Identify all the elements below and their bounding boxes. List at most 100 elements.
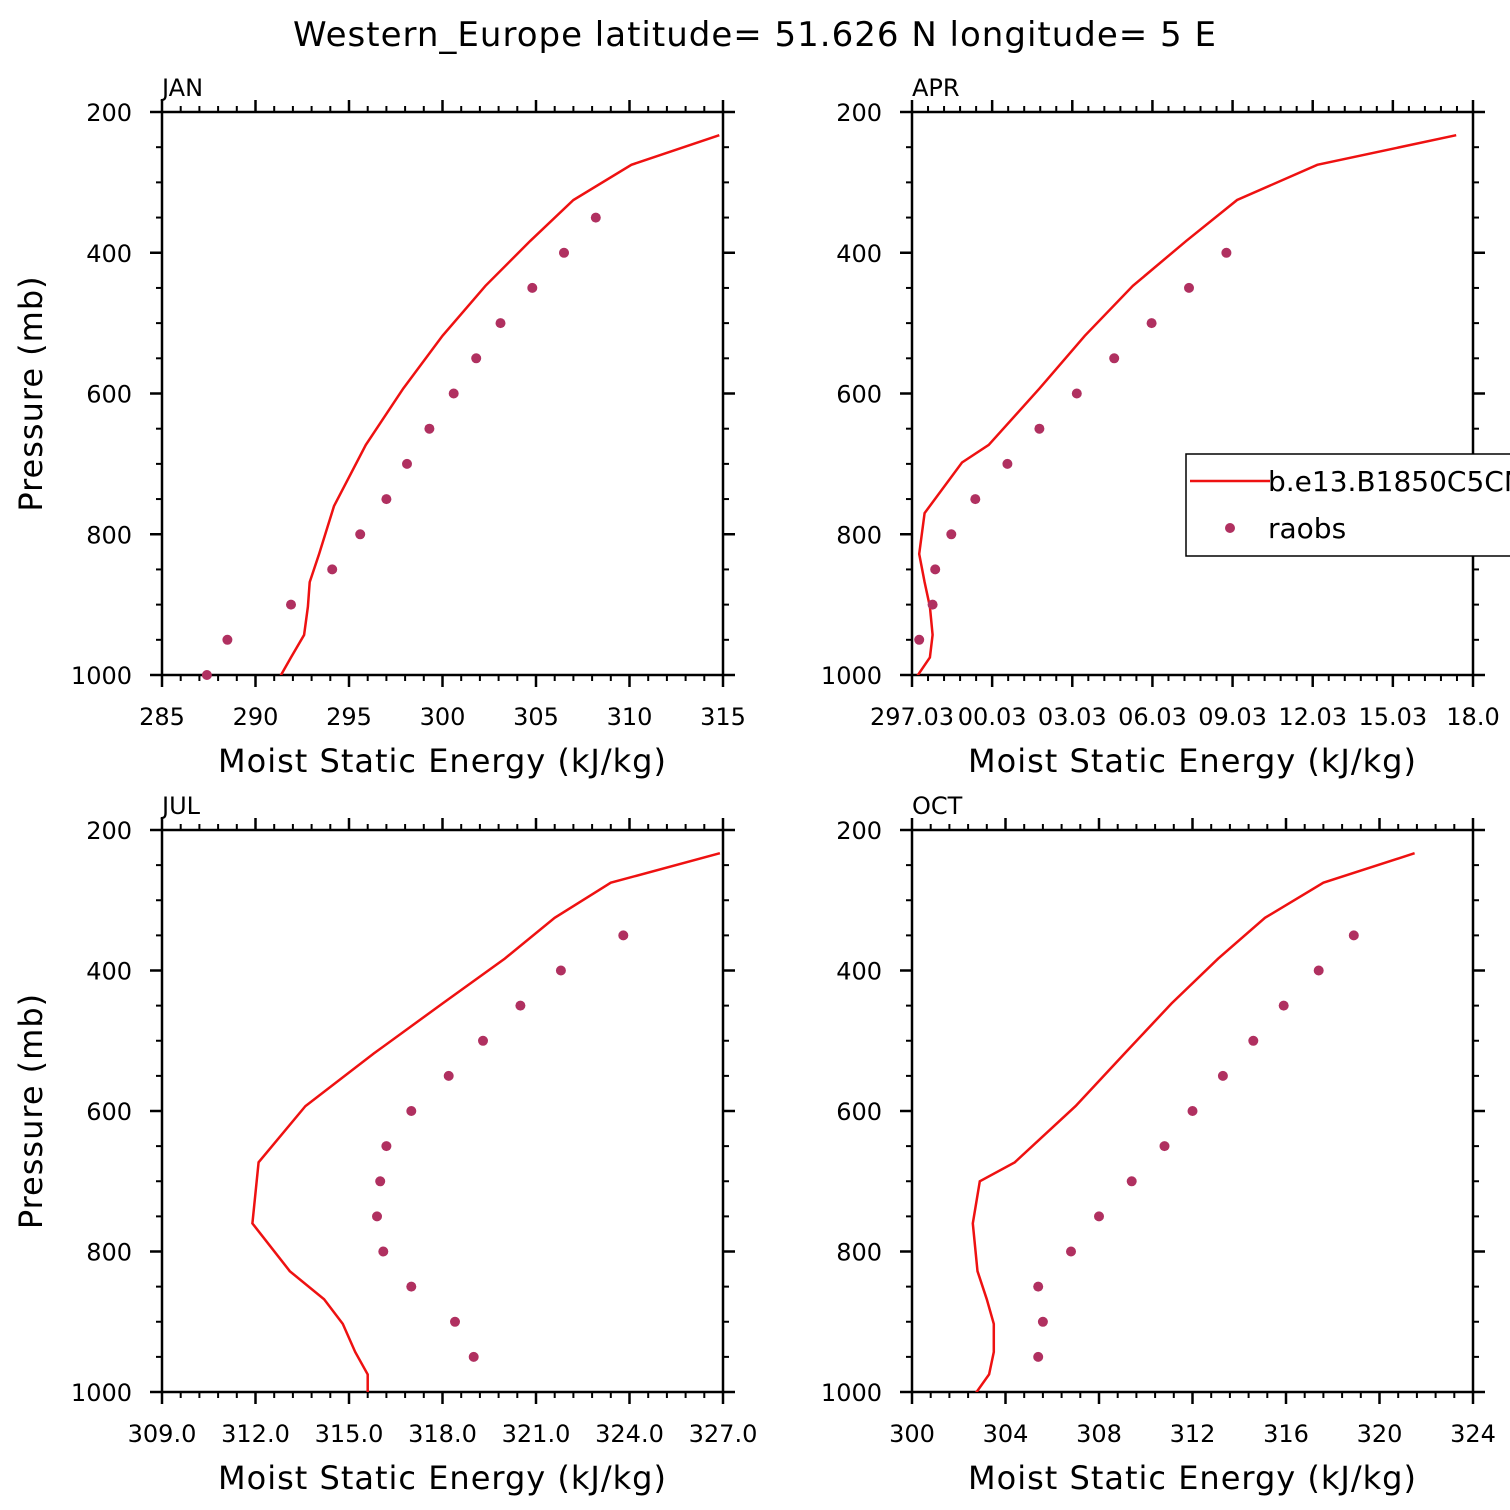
x-tick-label: 318.0 <box>408 1420 477 1448</box>
y-axis-label: Pressure (mb) <box>12 993 50 1229</box>
panels: JAN 285 290 295 300 305 310 315 200 400 600 800 1000… <box>12 74 1510 1497</box>
raobs-point <box>406 1106 417 1116</box>
x-tick-label: 15.03 <box>1358 703 1427 731</box>
raobs-point <box>618 930 629 941</box>
raobs-point <box>1033 1351 1044 1362</box>
raobs-point <box>1159 1141 1170 1152</box>
raobs-point <box>1187 1106 1198 1116</box>
y-tick-label: 1000 <box>821 1379 882 1407</box>
x-tick-label: 297.03 <box>870 703 954 731</box>
legend-obs-label: raobs <box>1268 512 1346 545</box>
model-profile-line <box>971 852 1415 1392</box>
x-tick-label: 285 <box>139 703 185 731</box>
raobs-point <box>946 529 957 540</box>
raobs-point <box>424 423 435 434</box>
x-tick-label: 312.0 <box>221 1420 290 1448</box>
raobs-point <box>970 494 981 505</box>
raobs-point <box>559 247 569 258</box>
x-tick-label: 295 <box>326 703 372 731</box>
y-tick-label: 400 <box>86 240 132 268</box>
x-axis-label: Moist Static Energy (kJ/kg) <box>218 1459 667 1497</box>
x-tick-label: 300 <box>420 703 466 731</box>
x-tick-label: 308 <box>1076 1420 1122 1448</box>
plot-frame <box>160 828 725 1394</box>
x-tick-label: 18.0 <box>1446 703 1499 731</box>
x-tick-label: 315.0 <box>315 1420 384 1448</box>
x-axis-label: Moist Static Energy (kJ/kg) <box>218 742 667 780</box>
y-tick-label: 600 <box>836 1098 882 1126</box>
panel-jan: JAN 285 290 295 300 305 310 315 200 400 600 800 1000… <box>12 74 746 780</box>
raobs-point <box>372 1211 382 1222</box>
panel-label-jan: JAN <box>160 74 203 102</box>
raobs-point <box>286 599 296 610</box>
panel-label-apr: APR <box>912 74 960 102</box>
y-tick-label: 600 <box>86 381 132 409</box>
x-axis-label: Moist Static Energy (kJ/kg) <box>968 1459 1417 1497</box>
raobs-point <box>1033 1281 1044 1292</box>
panel-oct: OCT 300 304 308 312 316 320 324 200 400 600 800 1000… <box>821 792 1496 1497</box>
y-tick-label: 200 <box>86 817 132 845</box>
x-tick-label: 12.03 <box>1278 703 1347 731</box>
raobs-point <box>468 1351 479 1362</box>
legend-model-label: b.e13.B1850C5CN <box>1268 465 1510 498</box>
raobs-point <box>402 458 412 469</box>
y-tick-label: 800 <box>86 1239 132 1267</box>
x-tick-label: 03.03 <box>1038 703 1107 731</box>
raobs-point <box>443 1070 454 1081</box>
raobs-point <box>1037 1316 1048 1327</box>
y-tick-label: 1000 <box>71 1379 132 1407</box>
x-tick-label: 309.0 <box>128 1420 197 1448</box>
y-tick-label: 800 <box>836 521 882 549</box>
raobs-point <box>450 1316 460 1327</box>
legend-dot-swatch <box>1225 523 1235 533</box>
raobs-point <box>406 1281 417 1292</box>
raobs-point <box>1094 1211 1104 1222</box>
x-tick-label: 305 <box>513 703 559 731</box>
raobs-point <box>930 564 941 575</box>
x-tick-label: 09.03 <box>1198 703 1267 731</box>
y-axis-label: Pressure (mb) <box>12 275 50 511</box>
y-tick-label: 400 <box>86 958 132 986</box>
raobs-point <box>478 1035 488 1046</box>
y-tick-label: 800 <box>836 1239 882 1267</box>
x-tick-label: 290 <box>233 703 279 731</box>
y-tick-label: 800 <box>86 521 132 549</box>
raobs-point <box>590 212 601 223</box>
raobs-point <box>1126 1176 1137 1187</box>
x-tick-label: 320 <box>1357 1420 1403 1448</box>
plot-frame <box>910 110 1475 677</box>
x-tick-label: 00.03 <box>958 703 1027 731</box>
raobs-point <box>222 634 233 645</box>
x-tick-label: 310 <box>607 703 653 731</box>
raobs-point <box>1248 1035 1259 1046</box>
x-tick-label: 321.0 <box>502 1420 571 1448</box>
y-tick-label: 600 <box>86 1098 132 1126</box>
y-tick-label: 200 <box>86 99 132 127</box>
raobs-point <box>327 564 338 575</box>
raobs-point <box>1146 318 1157 329</box>
raobs-point <box>378 1246 389 1257</box>
raobs-point <box>1348 930 1359 941</box>
raobs-point <box>515 1000 526 1011</box>
raobs-point <box>1034 423 1045 434</box>
y-tick-label: 200 <box>836 817 882 845</box>
raobs-point <box>927 599 938 610</box>
raobs-point <box>471 353 482 364</box>
y-tick-label: 400 <box>836 958 882 986</box>
x-tick-label: 312 <box>1170 1420 1216 1448</box>
x-tick-label: 324.0 <box>595 1420 664 1448</box>
model-profile-line <box>916 133 1457 675</box>
raobs-point <box>1002 458 1013 469</box>
raobs-point <box>1278 1000 1289 1011</box>
raobs-point <box>527 282 538 293</box>
raobs-point <box>1217 1070 1228 1081</box>
y-tick-label: 200 <box>836 99 882 127</box>
y-tick-label: 400 <box>836 240 882 268</box>
raobs-point <box>1313 965 1324 976</box>
x-tick-label: 324 <box>1450 1420 1496 1448</box>
raobs-point <box>448 388 459 399</box>
raobs-point <box>381 1141 392 1152</box>
plot-frame <box>160 110 725 677</box>
raobs-point <box>355 529 366 540</box>
